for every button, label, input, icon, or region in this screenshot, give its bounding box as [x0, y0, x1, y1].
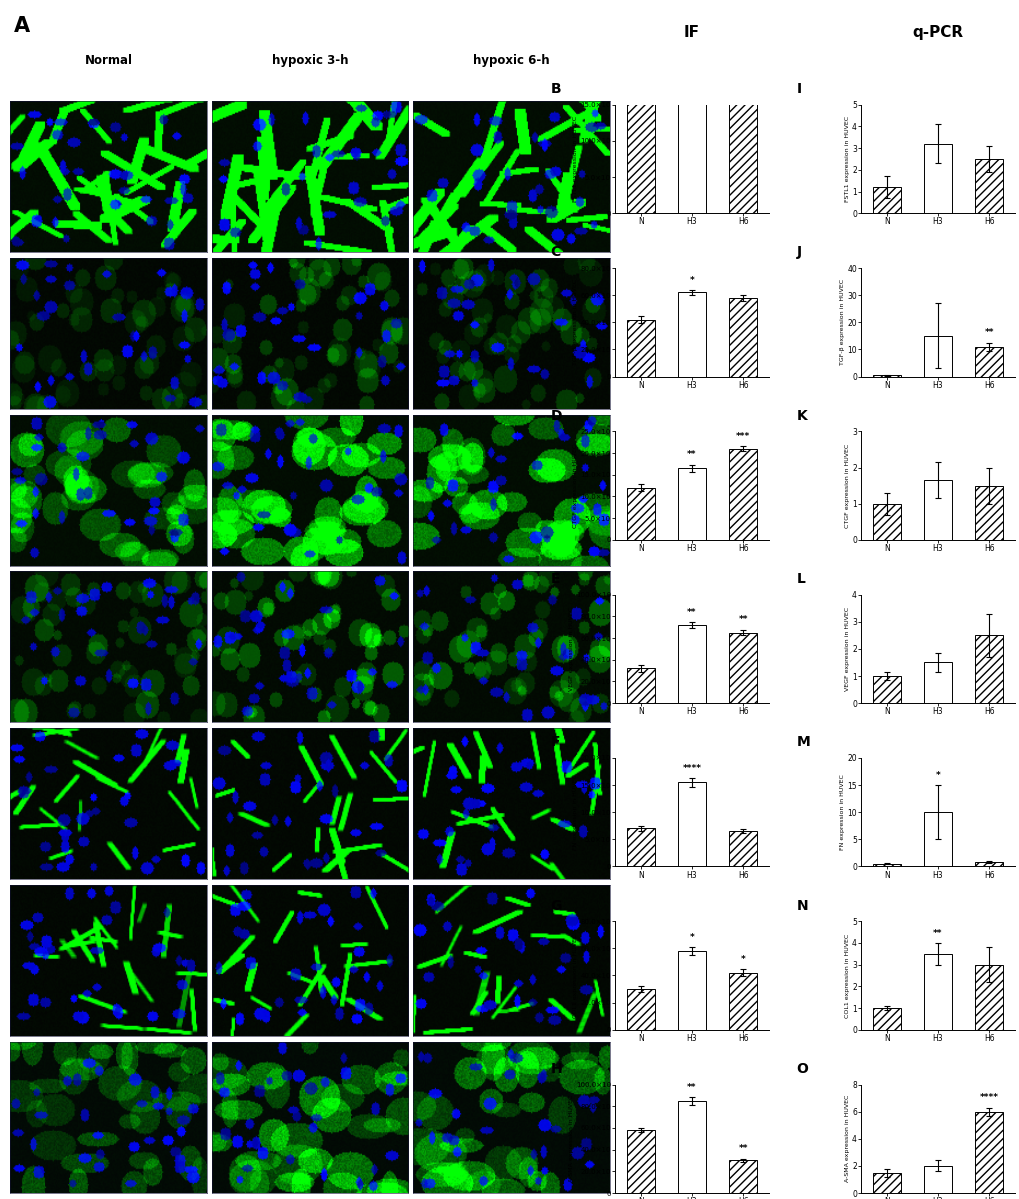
Bar: [974, 635, 1003, 703]
Bar: [678, 783, 705, 867]
Text: G: G: [550, 898, 561, 912]
Y-axis label: VEGF expression in HUVEC: VEGF expression in HUVEC: [568, 607, 573, 691]
Y-axis label: A-SMA expression in HUVEC: A-SMA expression in HUVEC: [568, 1095, 573, 1182]
Text: E: E: [550, 572, 559, 586]
Bar: [872, 676, 900, 703]
Text: **: **: [738, 615, 747, 625]
Bar: [626, 320, 654, 376]
Bar: [974, 965, 1003, 1030]
Text: ***: ***: [736, 432, 750, 441]
Text: H: H: [550, 1062, 561, 1076]
Bar: [626, 668, 654, 703]
Y-axis label: COL1 expression in HUVEC: COL1 expression in HUVEC: [573, 933, 578, 1018]
Bar: [872, 187, 900, 213]
Bar: [974, 1111, 1003, 1193]
Bar: [872, 504, 900, 540]
Bar: [872, 1173, 900, 1193]
Bar: [872, 863, 900, 867]
Text: ****: ****: [979, 1093, 998, 1102]
Bar: [626, 1131, 654, 1193]
Text: *: *: [934, 771, 940, 779]
Text: N: N: [796, 898, 807, 912]
Bar: [729, 1161, 756, 1193]
Bar: [729, 831, 756, 867]
Text: C: C: [550, 246, 560, 259]
Bar: [923, 812, 951, 867]
Text: **: **: [983, 329, 994, 337]
Bar: [729, 448, 756, 540]
Text: *: *: [689, 933, 694, 941]
Bar: [729, 0, 756, 213]
Bar: [678, 951, 705, 1030]
Bar: [923, 480, 951, 540]
Bar: [678, 469, 705, 540]
Text: **: **: [932, 928, 942, 938]
Text: **: **: [687, 451, 696, 459]
Bar: [923, 1165, 951, 1193]
Bar: [923, 336, 951, 376]
Y-axis label: FN expression in HUVEC: FN expression in HUVEC: [840, 775, 845, 850]
Bar: [974, 486, 1003, 540]
Text: A: A: [14, 16, 31, 36]
Text: *: *: [740, 954, 745, 964]
Text: q-PCR: q-PCR: [912, 25, 963, 41]
Bar: [923, 663, 951, 703]
Text: IF: IF: [684, 25, 699, 41]
Text: hypoxic 3-h: hypoxic 3-h: [272, 54, 348, 67]
Bar: [729, 972, 756, 1030]
Text: **: **: [687, 608, 696, 617]
Y-axis label: FN expression in HUVEC: FN expression in HUVEC: [573, 775, 578, 850]
Bar: [729, 633, 756, 703]
Bar: [678, 0, 705, 213]
Y-axis label: VEGF expression in HUVEC: VEGF expression in HUVEC: [844, 607, 849, 691]
Bar: [626, 488, 654, 540]
Bar: [974, 159, 1003, 213]
Y-axis label: COL1 expression in HUVEC: COL1 expression in HUVEC: [844, 933, 849, 1018]
Text: **: **: [687, 1083, 696, 1091]
Text: I: I: [796, 82, 801, 96]
Bar: [678, 1101, 705, 1193]
Text: M: M: [796, 735, 809, 749]
Y-axis label: FSTL1 expression in HUVEC: FSTL1 expression in HUVEC: [844, 116, 849, 203]
Bar: [872, 1008, 900, 1030]
Bar: [872, 375, 900, 376]
Bar: [626, 0, 654, 213]
Text: J: J: [796, 246, 801, 259]
Y-axis label: TGF-β expression in HUVEC: TGF-β expression in HUVEC: [573, 279, 578, 366]
Bar: [923, 144, 951, 213]
Text: B: B: [550, 82, 560, 96]
Text: *: *: [689, 276, 694, 284]
Bar: [923, 953, 951, 1030]
Bar: [678, 293, 705, 376]
Text: **: **: [738, 1144, 747, 1153]
Text: O: O: [796, 1062, 808, 1076]
Bar: [974, 347, 1003, 376]
Text: L: L: [796, 572, 805, 586]
Text: ****: ****: [682, 764, 701, 772]
Y-axis label: CTGF expression in HUVEC: CTGF expression in HUVEC: [573, 444, 578, 528]
Bar: [626, 829, 654, 867]
Text: Normal: Normal: [85, 54, 132, 67]
Text: D: D: [550, 409, 561, 423]
Bar: [729, 297, 756, 376]
Y-axis label: CTGF expression in HUVEC: CTGF expression in HUVEC: [844, 444, 849, 528]
Text: K: K: [796, 409, 806, 423]
Text: hypoxic 6-h: hypoxic 6-h: [473, 54, 549, 67]
Y-axis label: FSTL1 expression in HUVEC: FSTL1 expression in HUVEC: [573, 116, 578, 203]
Text: F: F: [550, 735, 559, 749]
Bar: [974, 862, 1003, 867]
Y-axis label: A-SMA expression in HUVEC: A-SMA expression in HUVEC: [844, 1095, 849, 1182]
Y-axis label: TGF-β expression in HUVEC: TGF-β expression in HUVEC: [840, 279, 845, 366]
Bar: [678, 625, 705, 703]
Bar: [626, 989, 654, 1030]
